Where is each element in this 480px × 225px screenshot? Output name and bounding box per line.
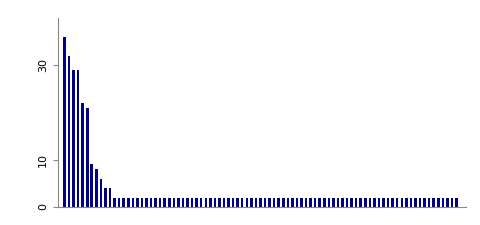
Bar	[378, 198, 380, 207]
Bar	[90, 164, 93, 207]
Bar	[255, 198, 257, 207]
Bar	[150, 198, 152, 207]
Bar	[118, 198, 120, 207]
Bar	[373, 198, 376, 207]
Bar	[387, 198, 389, 207]
Bar	[305, 198, 307, 207]
Bar	[327, 198, 330, 207]
Bar	[186, 198, 189, 207]
Bar	[277, 198, 280, 207]
Bar	[259, 198, 262, 207]
Bar	[432, 198, 435, 207]
Bar	[355, 198, 358, 207]
Bar	[364, 198, 367, 207]
Bar	[177, 198, 180, 207]
Bar	[332, 198, 335, 207]
Bar	[81, 103, 84, 207]
Bar	[145, 198, 148, 207]
Bar	[273, 198, 276, 207]
Bar	[446, 198, 449, 207]
Bar	[360, 198, 362, 207]
Bar	[218, 198, 221, 207]
Bar	[300, 198, 303, 207]
Bar	[423, 198, 426, 207]
Bar	[250, 198, 252, 207]
Bar	[68, 56, 71, 207]
Bar	[382, 198, 385, 207]
Bar	[182, 198, 184, 207]
Bar	[318, 198, 321, 207]
Bar	[104, 188, 107, 207]
Bar	[309, 198, 312, 207]
Bar	[268, 198, 271, 207]
Bar	[113, 198, 116, 207]
Bar	[168, 198, 170, 207]
Bar	[369, 198, 371, 207]
Bar	[141, 198, 143, 207]
Bar	[63, 37, 66, 207]
Bar	[391, 198, 394, 207]
Bar	[223, 198, 225, 207]
Bar	[405, 198, 408, 207]
Bar	[400, 198, 403, 207]
Bar	[291, 198, 294, 207]
Bar	[409, 198, 412, 207]
Bar	[246, 198, 248, 207]
Bar	[350, 198, 353, 207]
Bar	[95, 169, 98, 207]
Bar	[419, 198, 421, 207]
Bar	[237, 198, 239, 207]
Bar	[341, 198, 344, 207]
Bar	[346, 198, 348, 207]
Bar	[414, 198, 417, 207]
Bar	[455, 198, 458, 207]
Bar	[296, 198, 298, 207]
Bar	[136, 198, 139, 207]
Bar	[127, 198, 130, 207]
Bar	[336, 198, 339, 207]
Bar	[396, 198, 398, 207]
Bar	[323, 198, 325, 207]
Bar	[72, 70, 75, 207]
Bar	[164, 198, 166, 207]
Bar	[214, 198, 216, 207]
Bar	[209, 198, 212, 207]
Bar	[132, 198, 134, 207]
Bar	[122, 198, 125, 207]
Bar	[195, 198, 198, 207]
Bar	[442, 198, 444, 207]
Bar	[204, 198, 207, 207]
Bar	[173, 198, 175, 207]
Bar	[282, 198, 285, 207]
Bar	[228, 198, 230, 207]
Bar	[155, 198, 157, 207]
Bar	[451, 198, 453, 207]
Bar	[287, 198, 289, 207]
Bar	[86, 108, 89, 207]
Bar	[437, 198, 440, 207]
Bar	[159, 198, 161, 207]
Bar	[264, 198, 266, 207]
Bar	[108, 188, 111, 207]
Bar	[428, 198, 431, 207]
Bar	[241, 198, 243, 207]
Bar	[200, 198, 203, 207]
Bar	[232, 198, 234, 207]
Bar	[77, 70, 80, 207]
Bar	[99, 179, 102, 207]
Bar	[314, 198, 316, 207]
Bar	[191, 198, 193, 207]
